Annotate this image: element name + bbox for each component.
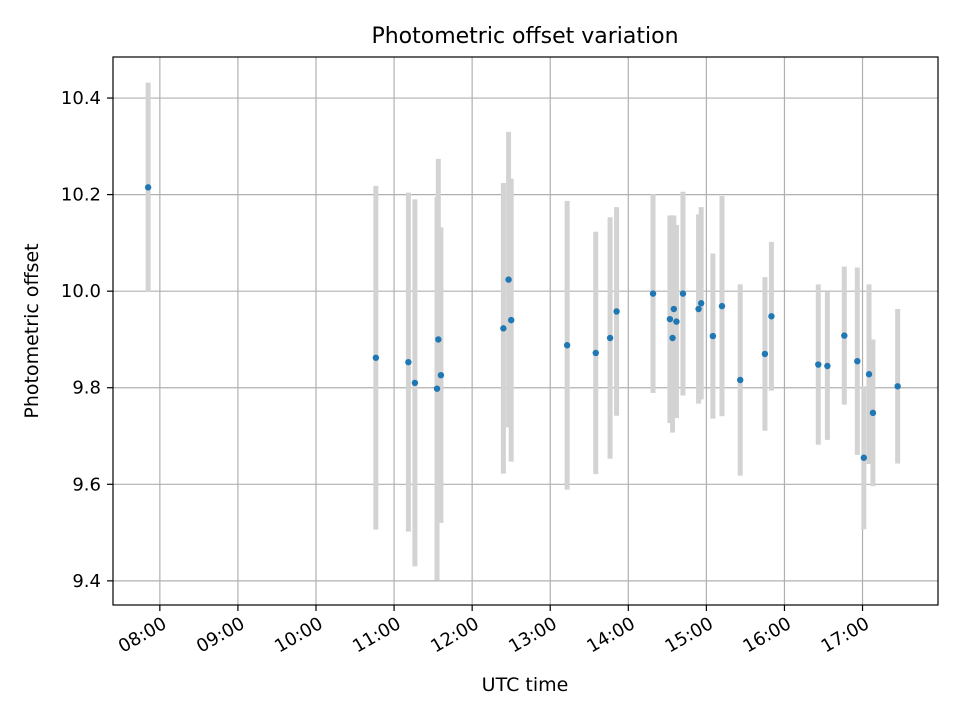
data-point bbox=[505, 276, 512, 283]
data-point bbox=[437, 371, 445, 379]
x-axis-label: UTC time bbox=[482, 674, 569, 696]
data-point bbox=[860, 454, 868, 461]
data-point bbox=[841, 332, 848, 339]
data-point bbox=[894, 383, 901, 390]
data-point bbox=[761, 350, 769, 358]
data-point bbox=[815, 361, 822, 368]
data-point bbox=[144, 184, 152, 191]
y-tick-label: 10.0 bbox=[61, 281, 101, 302]
data-point bbox=[737, 376, 744, 384]
data-point bbox=[507, 316, 515, 324]
point-layer bbox=[144, 184, 901, 461]
y-tick-label: 9.8 bbox=[72, 378, 101, 399]
data-point bbox=[500, 325, 507, 332]
chart-title: Photometric offset variation bbox=[371, 24, 678, 49]
data-point bbox=[824, 362, 831, 370]
data-point bbox=[697, 300, 705, 307]
y-tick-label: 10.4 bbox=[61, 88, 101, 109]
data-point bbox=[854, 357, 861, 365]
data-point bbox=[435, 336, 442, 343]
y-tick-label: 10.2 bbox=[61, 185, 101, 206]
data-point bbox=[411, 379, 419, 387]
data-point bbox=[669, 334, 676, 342]
data-point bbox=[718, 302, 726, 310]
data-point bbox=[709, 332, 717, 340]
data-point bbox=[869, 409, 877, 417]
data-point bbox=[768, 313, 775, 320]
data-point bbox=[405, 358, 412, 366]
y-tick-label: 9.6 bbox=[72, 474, 101, 495]
data-point bbox=[865, 371, 873, 378]
data-point bbox=[433, 385, 441, 392]
data-point bbox=[695, 305, 702, 313]
data-point bbox=[679, 290, 687, 297]
y-tick-label: 9.4 bbox=[72, 571, 101, 592]
data-point bbox=[372, 354, 380, 361]
data-point bbox=[666, 315, 674, 323]
data-point bbox=[673, 318, 680, 325]
grid-layer bbox=[113, 57, 938, 605]
y-axis-label: Photometric offset bbox=[21, 243, 43, 418]
data-point bbox=[563, 342, 571, 349]
data-point bbox=[606, 334, 614, 342]
axes-frame bbox=[112, 56, 939, 606]
data-point bbox=[613, 308, 620, 315]
data-point bbox=[670, 305, 678, 313]
data-point bbox=[592, 349, 599, 357]
data-point bbox=[649, 290, 657, 297]
